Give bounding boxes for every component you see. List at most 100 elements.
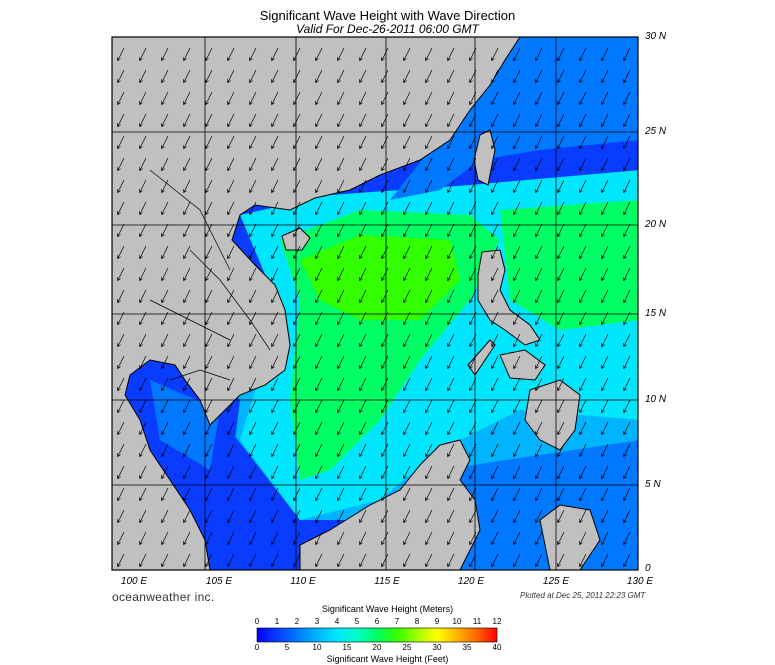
wave-arrow: [249, 135, 257, 150]
wave-arrow: [117, 399, 125, 414]
graticule: [112, 37, 638, 570]
wave-arrow: [359, 135, 367, 150]
wave-arrow: [205, 377, 213, 392]
wave-arrow: [183, 179, 191, 194]
wave-arrow: [227, 91, 235, 106]
wave-arrow: [183, 553, 191, 568]
wave-arrow: [183, 289, 191, 304]
wave-arrow: [161, 157, 169, 172]
wave-arrow: [469, 47, 477, 62]
wave-arrow: [381, 509, 389, 524]
wave-arrow: [447, 135, 455, 150]
wave-arrow: [293, 157, 301, 172]
wave-arrow: [601, 509, 609, 524]
wave-arrow: [447, 421, 455, 436]
wave-arrow: [227, 509, 235, 524]
wave-arrow: [227, 289, 235, 304]
wave-arrow: [117, 47, 125, 62]
wave-arrow: [447, 553, 455, 568]
wave-arrow: [557, 487, 565, 502]
wave-arrow: [227, 465, 235, 480]
wave-arrow: [403, 47, 411, 62]
wave-arrow: [293, 223, 301, 238]
wave-arrow: [139, 465, 147, 480]
wave-arrow: [491, 377, 499, 392]
wave-arrow: [469, 509, 477, 524]
wave-arrow: [183, 311, 191, 326]
wave-arrow: [227, 399, 235, 414]
wave-arrow: [579, 267, 587, 282]
wave-arrow: [623, 443, 631, 458]
wave-arrow: [513, 135, 521, 150]
colorbar-tick-meters: 7: [394, 617, 400, 626]
lon-label-105e: 105 E: [205, 576, 233, 587]
wave-arrow: [425, 223, 433, 238]
wave-arrow: [579, 289, 587, 304]
wave-arrow: [337, 245, 345, 260]
wave-arrow: [447, 531, 455, 546]
wave-arrow: [359, 355, 367, 370]
wave-arrow: [249, 91, 257, 106]
wave-arrow: [359, 179, 367, 194]
wave-arrow: [381, 179, 389, 194]
wave-arrow: [337, 311, 345, 326]
wave-arrow: [623, 223, 631, 238]
wave-arrow: [447, 223, 455, 238]
wave-arrow: [601, 487, 609, 502]
wave-arrow: [337, 47, 345, 62]
wave-arrow: [271, 135, 279, 150]
wave-arrow: [227, 69, 235, 84]
wave-arrow: [161, 399, 169, 414]
wave-arrow: [381, 333, 389, 348]
wave-arrow: [447, 355, 455, 370]
wave-arrow: [623, 465, 631, 480]
wave-arrow: [161, 135, 169, 150]
wave-arrow: [403, 245, 411, 260]
wave-arrow: [271, 113, 279, 128]
wave-arrow: [491, 465, 499, 480]
wave-arrow: [315, 377, 323, 392]
wave-arrow: [337, 553, 345, 568]
wave-arrow: [315, 289, 323, 304]
wave-arrow: [161, 355, 169, 370]
wave-arrow: [271, 377, 279, 392]
wave-arrow: [491, 531, 499, 546]
wave-arrow: [623, 311, 631, 326]
wave-arrow: [601, 157, 609, 172]
lon-label-115e: 115 E: [374, 576, 400, 587]
wave-arrow: [205, 223, 213, 238]
wave-arrow: [117, 179, 125, 194]
wave-arrow: [161, 47, 169, 62]
wave-arrow: [293, 487, 301, 502]
wave-arrow: [293, 333, 301, 348]
wave-arrow: [139, 487, 147, 502]
colorbar-tick-meters: 3: [314, 617, 320, 626]
wave-arrow: [513, 509, 521, 524]
wave-arrow: [557, 443, 565, 458]
wave-arrow: [381, 69, 389, 84]
wave-arrow: [161, 267, 169, 282]
wave-arrow: [117, 443, 125, 458]
lon-label-110e: 110 E: [290, 576, 316, 587]
wave-arrow: [425, 443, 433, 458]
wave-arrow: [183, 47, 191, 62]
wave-arrow: [403, 267, 411, 282]
wave-arrow: [579, 487, 587, 502]
wave-arrow: [337, 421, 345, 436]
wave-arrow: [117, 553, 125, 568]
wave-arrow: [601, 179, 609, 194]
wave-arrow: [469, 223, 477, 238]
wave-arrow: [381, 289, 389, 304]
wave-arrow: [117, 135, 125, 150]
wave-arrow: [557, 355, 565, 370]
wave-arrow: [535, 355, 543, 370]
wave-arrow: [161, 333, 169, 348]
wave-arrow: [491, 223, 499, 238]
wave-arrow: [601, 443, 609, 458]
wave-arrow: [623, 245, 631, 260]
wave-arrow: [403, 289, 411, 304]
wave-arrow: [205, 157, 213, 172]
wave-arrow: [359, 245, 367, 260]
wave-arrow: [425, 333, 433, 348]
